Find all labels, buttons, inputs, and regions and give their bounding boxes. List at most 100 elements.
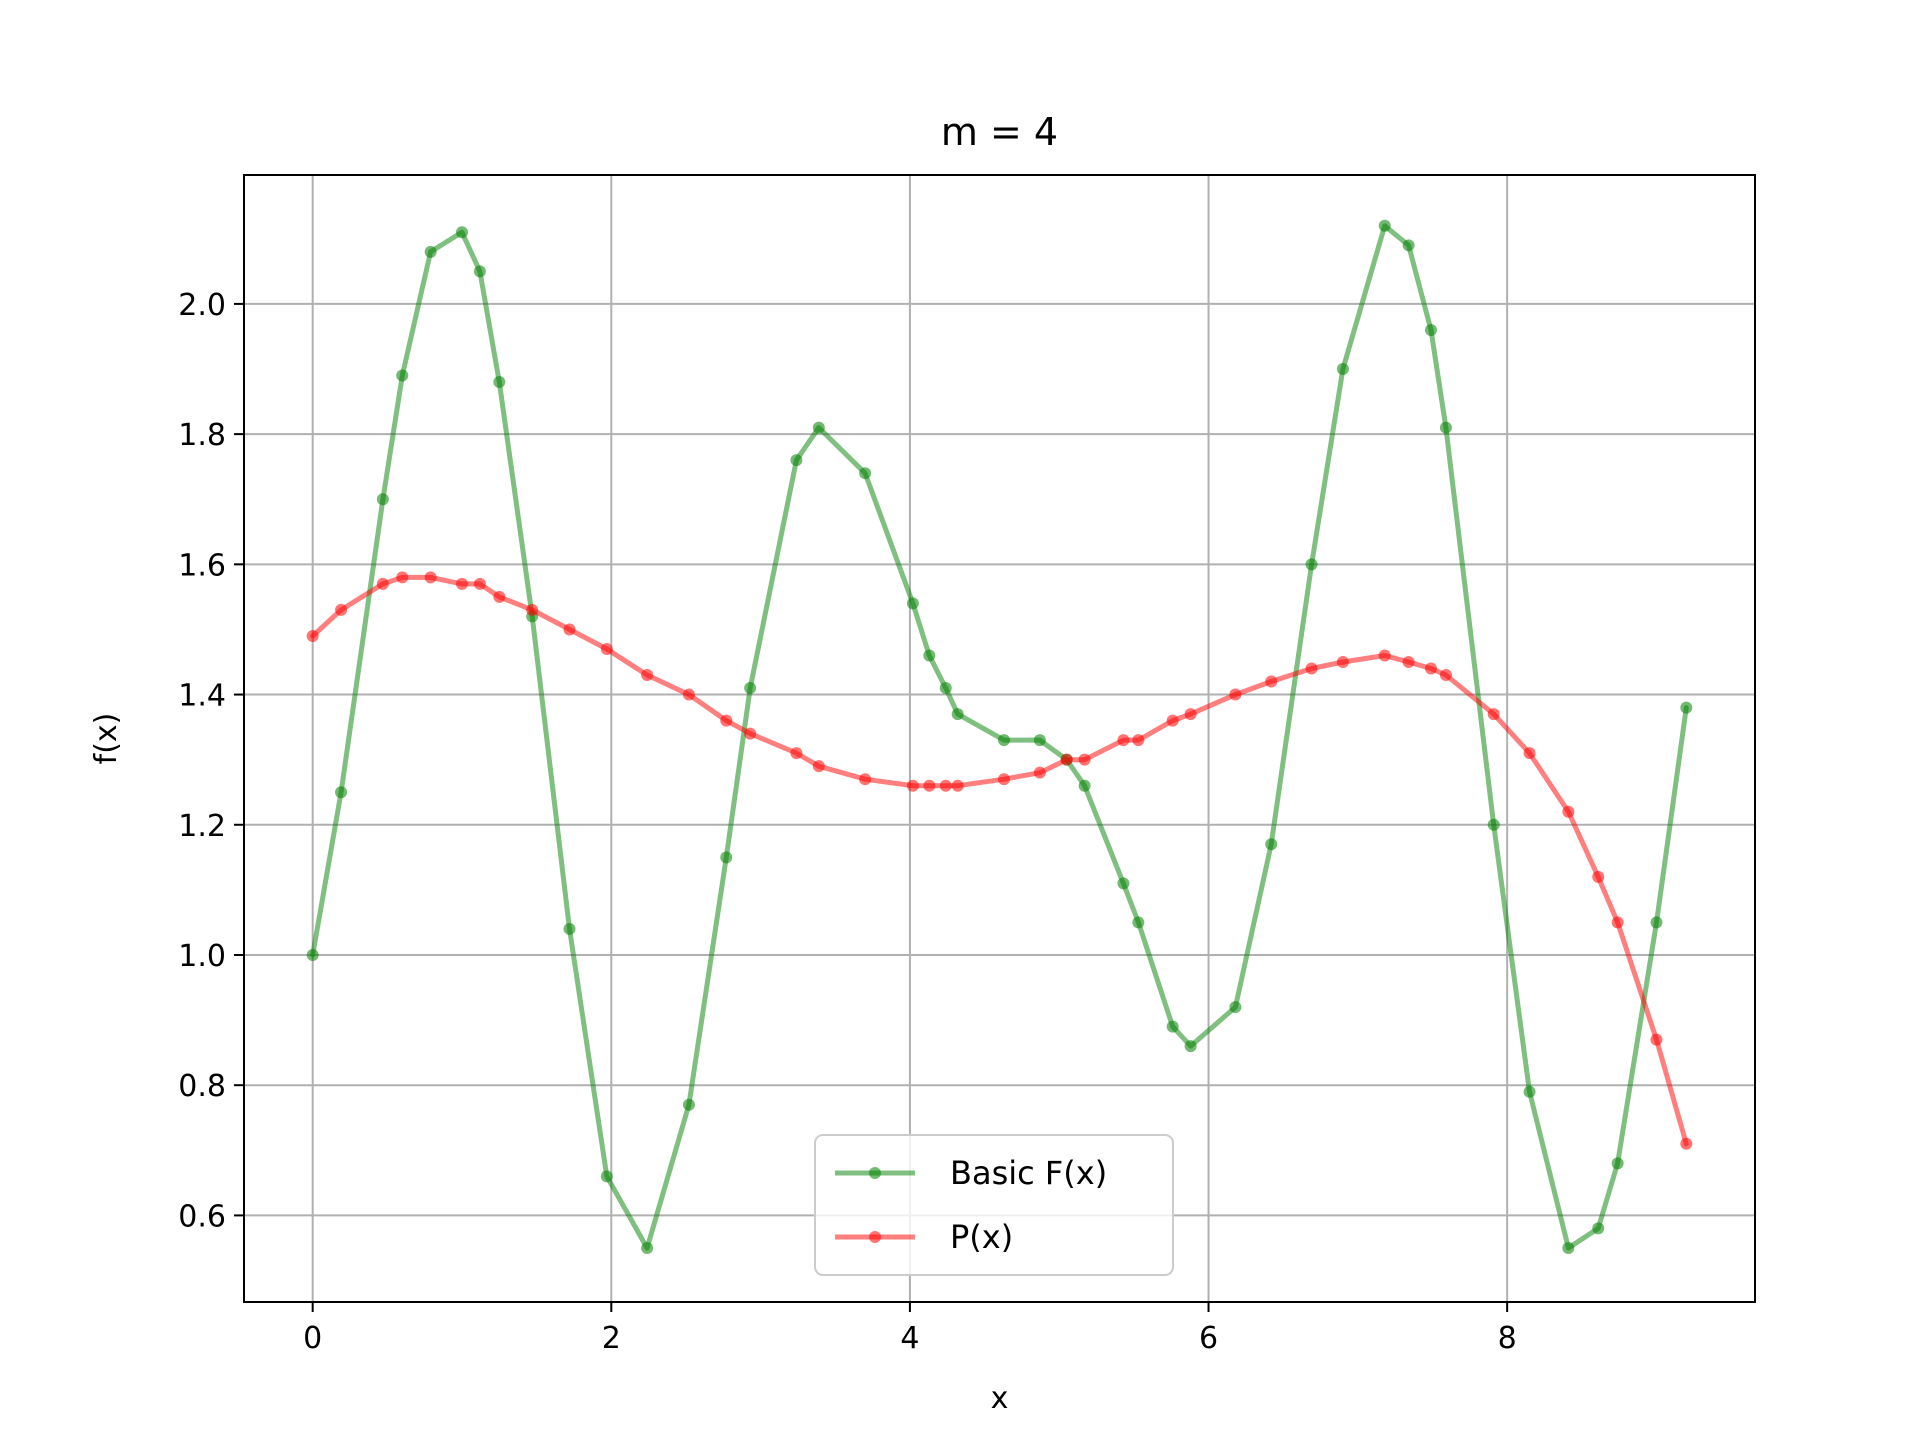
series-1-point (790, 454, 803, 467)
series-2-point (1402, 655, 1415, 668)
series-1-point (1523, 1085, 1536, 1098)
x-tick-label: 4 (900, 1321, 919, 1356)
x-tick-label: 0 (303, 1321, 322, 1356)
series-1-point (951, 708, 964, 721)
series-2-point (1117, 734, 1130, 747)
legend-box (814, 1134, 1174, 1276)
series-2-point (1592, 870, 1605, 883)
series-2-point (1060, 753, 1073, 766)
series-1-point (455, 226, 468, 239)
ticks: 0 2 4 6 8 0.6 0.8 1.0 1.2 1.4 1.6 1.8 2.0 (178, 288, 1516, 1356)
series-1-point (744, 682, 757, 695)
series-1-point (1336, 363, 1349, 376)
y-tick-label: 1.6 (178, 548, 226, 583)
series-1-point (1378, 219, 1391, 232)
series-2-point (424, 571, 437, 584)
series-2-point (493, 590, 506, 603)
series-1-point (1117, 877, 1130, 890)
series-2-point (1611, 916, 1624, 929)
series-1-point (473, 265, 486, 278)
grid (244, 175, 1755, 1302)
series-1-point (1439, 421, 1452, 434)
series-2-point (473, 577, 486, 590)
legend: Basic F(x) P(x) (814, 1134, 1174, 1276)
series-2-point (563, 623, 576, 636)
series-2-point (744, 727, 757, 740)
series-1-point (376, 493, 389, 506)
series-2-point (455, 577, 468, 590)
y-tick-label: 1.4 (178, 679, 226, 714)
series-1-point (1132, 916, 1145, 929)
series-2-point (1166, 714, 1179, 727)
series-1-point (1305, 558, 1318, 571)
series-2-point (682, 688, 695, 701)
series-2-point (1336, 655, 1349, 668)
series-layer (306, 219, 1693, 1254)
series-2-point (526, 603, 539, 616)
series-1-point (424, 245, 437, 258)
series-1-point (335, 786, 348, 799)
series-2-point (1680, 1137, 1693, 1150)
legend-marker-1 (869, 1167, 881, 1179)
series-1-point (859, 467, 872, 480)
series-1-point (396, 369, 409, 382)
series-1-point (1562, 1241, 1575, 1254)
series-2-point (396, 571, 409, 584)
series-2-point (1229, 688, 1242, 701)
axes-frame (243, 174, 1756, 1303)
series-1-point (1229, 1001, 1242, 1014)
series-1-point (1402, 239, 1415, 252)
series-1-point (1680, 701, 1693, 714)
series-2-point (923, 779, 936, 792)
series-1-point (563, 922, 576, 935)
series-2-point (600, 642, 613, 655)
series-1-point (997, 734, 1010, 747)
series-2-point (1650, 1033, 1663, 1046)
series-1-point (1078, 779, 1091, 792)
series-1-point (1265, 838, 1278, 851)
series-2-point (306, 629, 319, 642)
y-axis-label: f(x) (89, 713, 124, 765)
series-2-point (906, 779, 919, 792)
series-1-point (1184, 1040, 1197, 1053)
legend-marker-2 (869, 1231, 881, 1243)
series-2-point (1439, 669, 1452, 682)
series-2-point (859, 773, 872, 786)
series-2-point (376, 577, 389, 590)
series-1-point (1611, 1157, 1624, 1170)
series-1-point (493, 376, 506, 389)
series-2-point (1132, 734, 1145, 747)
series-1-point (1487, 818, 1500, 831)
series-2-point (720, 714, 733, 727)
series-2-point (641, 669, 654, 682)
series-2-point (790, 747, 803, 760)
series-1-point (306, 948, 319, 961)
y-tick-label: 1.2 (178, 809, 226, 844)
series-2-point (1078, 753, 1091, 766)
y-tick-label: 0.8 (178, 1069, 226, 1104)
series-1-point (906, 597, 919, 610)
x-tick-label: 6 (1199, 1321, 1218, 1356)
series-1-point (939, 682, 952, 695)
series-2-point (997, 773, 1010, 786)
series-1-point (720, 851, 733, 864)
series-2-point (1305, 662, 1318, 675)
series-2-point (1033, 766, 1046, 779)
series-1-point (1033, 734, 1046, 747)
series-1-point (1425, 323, 1438, 336)
y-tick-label: 1.8 (178, 418, 226, 453)
series-1-point (600, 1170, 613, 1183)
series-2-point (335, 603, 348, 616)
series-1-point (1166, 1020, 1179, 1033)
series-2-point (1184, 708, 1197, 721)
series-2-point (951, 779, 964, 792)
series-1-point (1650, 916, 1663, 929)
series-1-point (923, 649, 936, 662)
x-axis-label: x (991, 1381, 1009, 1416)
legend-label-2: P(x) (950, 1218, 1013, 1256)
series-1-point (812, 421, 825, 434)
y-tick-label: 1.0 (178, 939, 226, 974)
series-2-point (1378, 649, 1391, 662)
series-2-point (1562, 805, 1575, 818)
